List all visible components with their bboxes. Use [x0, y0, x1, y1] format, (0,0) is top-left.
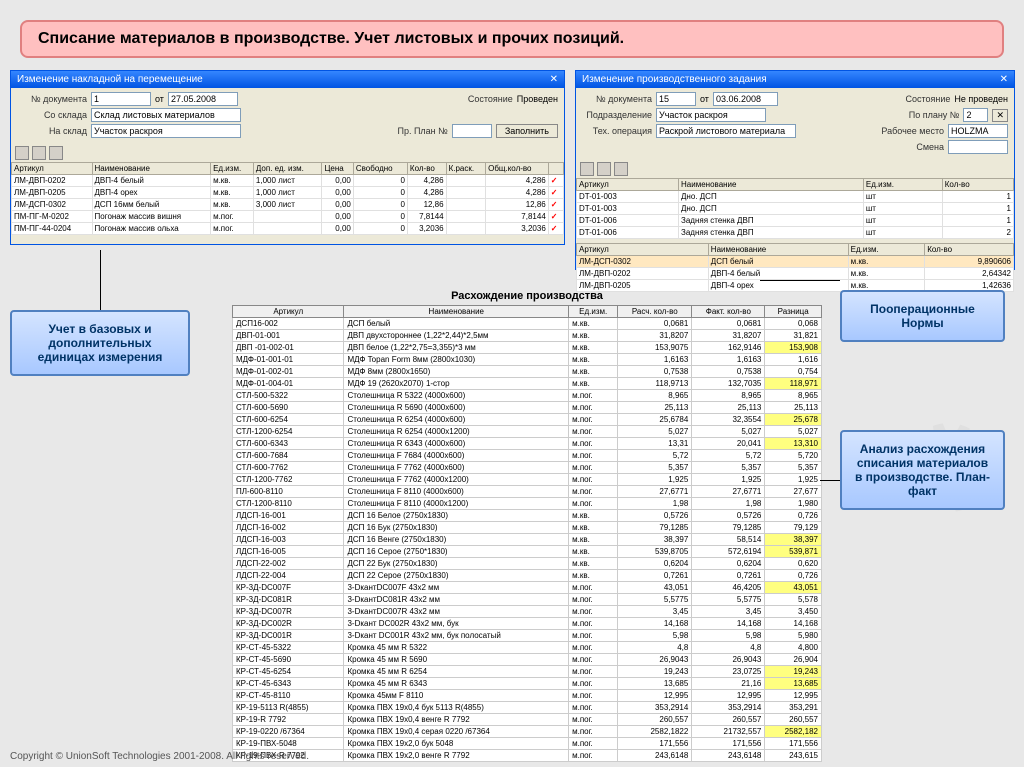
table-row[interactable]: DT-01-003Дно. ДСПшт1 — [577, 191, 1014, 203]
table-row[interactable]: СТЛ-600-6343Столешница R 6343 (4000х600)… — [233, 438, 822, 450]
info-box-norms: Пооперационные Нормы — [840, 290, 1005, 342]
plan-input[interactable] — [452, 124, 492, 138]
info-box-units: Учет в базовых и дополнительных единицах… — [10, 310, 190, 376]
table-row[interactable]: ЛДСП-16-003ДСП 16 Венге (2750х1830)м.кв.… — [233, 534, 822, 546]
table-row[interactable]: СТЛ-600-7684Столешница F 7684 (4000х600)… — [233, 450, 822, 462]
table-row[interactable]: ПМ-ПГ-М-0202Погонаж массив вишням.пог.0,… — [12, 211, 564, 223]
table-row[interactable]: ПЛ-600-8110Столешница F 8110 (4000х600)м… — [233, 486, 822, 498]
state-value: Проведен — [517, 94, 558, 104]
table-row[interactable]: ПМ-ПГ-44-0204Погонаж массив ольхам.пог.0… — [12, 223, 564, 235]
table-row[interactable]: ЛМ-ДВП-0205ДВП-4 орехм.кв.1,000 лист0,00… — [12, 187, 564, 199]
table-row[interactable]: КР-19-R 7792Кромка ПВХ 19х0,4 венге R 77… — [233, 714, 822, 726]
table-row[interactable]: СТЛ-600-5690Столешница R 5690 (4000х600)… — [233, 402, 822, 414]
task-grid-2: АртикулНаименованиеЕд.изм.Кол-во ЛМ-ДСП-… — [576, 243, 1014, 292]
table-row[interactable]: ЛМ-ДСП-0302ДСП 16мм белыйм.кв.3,000 лист… — [12, 199, 564, 211]
table-row[interactable]: КР-19-0220 /67364Кромка ПВХ 19х0,4 серая… — [233, 726, 822, 738]
table-row[interactable]: ЛМ-ДСП-0302ДСП белыйм.кв.9,890606 — [577, 256, 1014, 268]
table-row[interactable]: МДФ-01-001-01МДФ Topan Form 8мм (2800х10… — [233, 354, 822, 366]
table-row[interactable]: КР-3Д-DC081R3-DкантDC081R 43х2 ммм.пог.5… — [233, 594, 822, 606]
invoice-grid: АртикулНаименованиеЕд.изм.Доп. ед. изм.Ц… — [11, 162, 564, 235]
table-row[interactable]: КР-СТ-45-5322Кромка 45 мм R 5322м.пог.4,… — [233, 642, 822, 654]
table-row[interactable]: СТЛ-600-7762Столешница F 7762 (4000х600)… — [233, 462, 822, 474]
table-row[interactable]: СТЛ-1200-8110Столешница F 8110 (4000х120… — [233, 498, 822, 510]
table-row[interactable]: DT-01-003Дно. ДСПшт1 — [577, 203, 1014, 215]
table-row[interactable]: КР-19-5113 R(4855)Кромка ПВХ 19х0,4 бук … — [233, 702, 822, 714]
table-row[interactable]: МДФ-01-004-01МДФ 19 (2620х2070) 1-сторм.… — [233, 378, 822, 390]
table-row[interactable]: КР-3Д-DC001R3-Dкант DC001R 43х2 мм, бук … — [233, 630, 822, 642]
table-row[interactable]: ЛМ-ДВП-0202ДВП-4 белыйм.кв.1,000 лист0,0… — [12, 175, 564, 187]
table-row[interactable]: СТЛ-1200-7762Столешница F 7762 (4000х120… — [233, 474, 822, 486]
table-row[interactable]: КР-СТ-45-6343Кромка 45 мм R 6343м.пог.13… — [233, 678, 822, 690]
date-input[interactable] — [168, 92, 238, 106]
title-bar: Изменение накладной на перемещение ✕ — [11, 71, 564, 88]
table-row[interactable]: ДВП -01-002-01ДВП белое (1,22*2,75=3,355… — [233, 342, 822, 354]
discrepancy-table: АртикулНаименованиеЕд.изм.Расч. кол-воФа… — [232, 305, 822, 762]
invoice-window: Изменение накладной на перемещение ✕ № д… — [10, 70, 565, 245]
table-row[interactable]: КР-19-ПВХ-R 7792Кромка ПВХ 19х2,0 венге … — [233, 750, 822, 762]
from-input[interactable] — [91, 108, 241, 122]
discrepancy-table-wrap: Расхождение производства АртикулНаименов… — [232, 290, 822, 762]
table-row[interactable]: DT-01-006Задняя стенка ДВПшт2 — [577, 227, 1014, 239]
table-row[interactable]: ЛДСП-22-004ДСП 22 Серое (2750х1830)м.кв.… — [233, 570, 822, 582]
table-row[interactable]: DT-01-006Задняя стенка ДВПшт1 — [577, 215, 1014, 227]
tool-icon[interactable] — [32, 146, 46, 160]
task-window: Изменение производственного задания ✕ № … — [575, 70, 1015, 270]
fill-button[interactable]: Заполнить — [496, 124, 558, 138]
window-title: Изменение накладной на перемещение — [17, 74, 203, 85]
table-row[interactable]: КР-СТ-45-6254Кромка 45 мм R 6254м.пог.19… — [233, 666, 822, 678]
toolbar — [11, 144, 564, 162]
table-row[interactable]: КР-19-ПВХ-5048Кромка ПВХ 19х2,0 бук 5048… — [233, 738, 822, 750]
tool-icon[interactable] — [49, 146, 63, 160]
close-icon[interactable]: ✕ — [1000, 74, 1008, 85]
table-row[interactable]: СТЛ-1200-6254Столешница R 6254 (4000х120… — [233, 426, 822, 438]
table-row[interactable]: ЛМ-ДВП-0202ДВП-4 белыйм.кв.2,64342 — [577, 268, 1014, 280]
table-row[interactable]: ДСП16-002ДСП белыйм.кв.0,06810,06810,068 — [233, 318, 822, 330]
info-box-analysis: Анализ расхождения списания материалов в… — [840, 430, 1005, 510]
title-bar: Изменение производственного задания ✕ — [576, 71, 1014, 88]
doc-label: № документа — [17, 94, 87, 104]
table-row[interactable]: ЛДСП-16-001ДСП 16 Белое (2750х1830)м.кв.… — [233, 510, 822, 522]
doc-input[interactable] — [656, 92, 696, 106]
table-row[interactable]: КР-3Д-DC002R3-Dкант DC002R 43х2 мм, букм… — [233, 618, 822, 630]
main-table-title: Расхождение производства — [232, 290, 822, 302]
remove-icon[interactable]: ✕ — [992, 109, 1008, 122]
page-header: Списание материалов в производстве. Учет… — [20, 20, 1004, 58]
table-row[interactable]: КР-3Д-DC007R3-DкантDC007R 43х2 ммм.пог.3… — [233, 606, 822, 618]
table-row[interactable]: КР-СТ-45-5690Кромка 45 мм R 5690м.пог.26… — [233, 654, 822, 666]
table-row[interactable]: КР-3Д-DC007F3-DкантDC007F 43х2 ммм.пог.4… — [233, 582, 822, 594]
to-input[interactable] — [91, 124, 241, 138]
window-title: Изменение производственного задания — [582, 74, 767, 85]
task-grid-1: АртикулНаименованиеЕд.изм.Кол-во DT-01-0… — [576, 178, 1014, 239]
table-row[interactable]: ЛДСП-16-005ДСП 16 Серое (2750*1830)м.кв.… — [233, 546, 822, 558]
date-input[interactable] — [713, 92, 778, 106]
table-row[interactable]: СТЛ-500-5322Столешница R 5322 (4000х600)… — [233, 390, 822, 402]
table-row[interactable]: МДФ-01-002-01МДФ 8мм (2800х1650)м.кв.0,7… — [233, 366, 822, 378]
table-row[interactable]: СТЛ-600-6254Столешница R 6254 (4000х600)… — [233, 414, 822, 426]
table-row[interactable]: ЛДСП-16-002ДСП 16 Бук (2750х1830)м.кв.79… — [233, 522, 822, 534]
close-icon[interactable]: ✕ — [550, 74, 558, 85]
copyright: Copyright © UnionSoft Technologies 2001-… — [10, 751, 309, 762]
table-row[interactable]: ЛДСП-22-002ДСП 22 Бук (2750х1830)м.кв.0,… — [233, 558, 822, 570]
table-row[interactable]: ДВП-01-001ДВП двухстороннее (1,22*2,44)*… — [233, 330, 822, 342]
doc-input[interactable] — [91, 92, 151, 106]
tool-icon[interactable] — [15, 146, 29, 160]
table-row[interactable]: КР-СТ-45-8110Кромка 45мм F 8110м.пог.12,… — [233, 690, 822, 702]
